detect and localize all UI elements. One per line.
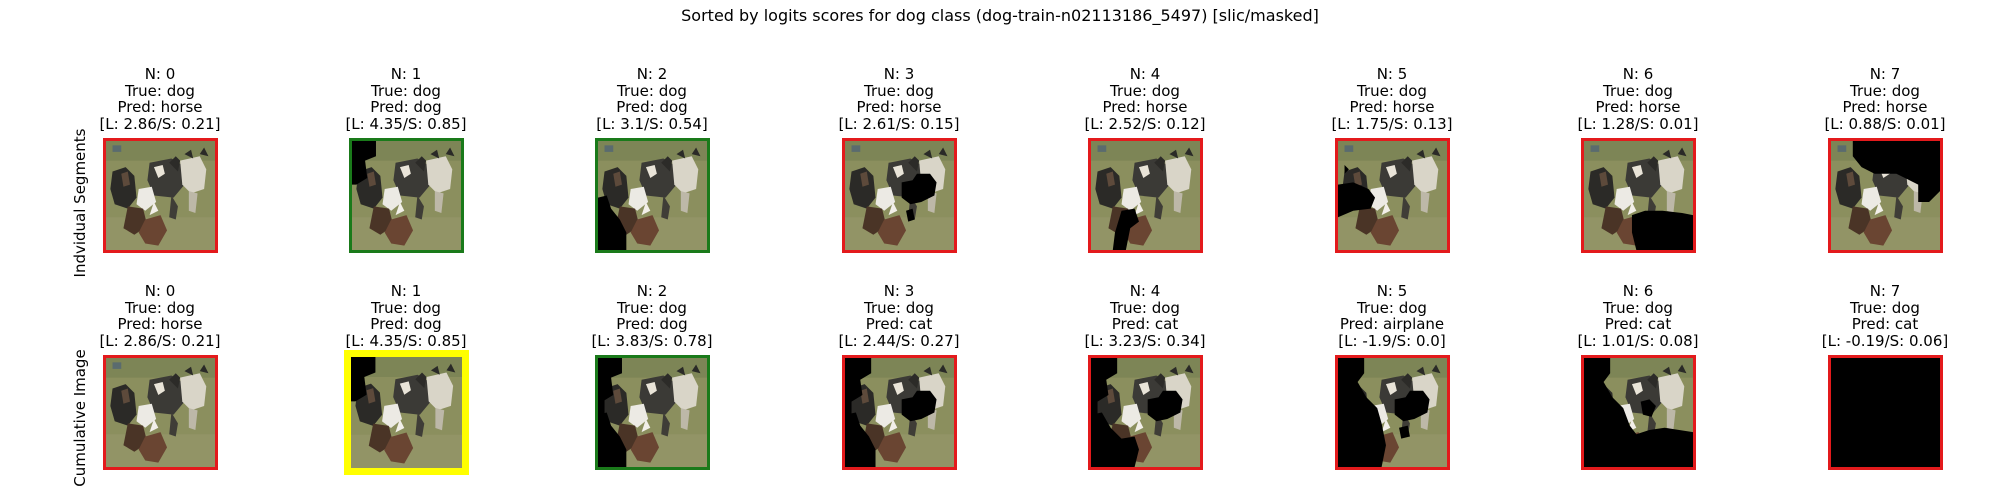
thumbnail-caption: N: 5 True: dog Pred: horse [L: 1.75/S: 0.13…	[1272, 66, 1512, 132]
thumbnail-caption: N: 7 True: dog Pred: cat [L: -0.19/S: 0.06]	[1765, 283, 2000, 349]
predicted-label: Pred: dog	[370, 315, 442, 333]
masked-image-thumbnail	[1827, 138, 1943, 253]
logit-softmax-score: [L: 2.44/S: 0.27]	[838, 331, 960, 350]
masked-image-thumbnail	[594, 355, 710, 470]
true-label: True: dog	[125, 298, 195, 317]
segment-index: N: 7	[1869, 65, 1901, 83]
true-label: True: dog	[1357, 298, 1427, 317]
segment-index: N: 7	[1869, 282, 1901, 300]
thumbnail-caption: N: 2 True: dog Pred: dog [L: 3.83/S: 0.78]	[532, 283, 772, 349]
predicted-label: Pred: dog	[616, 98, 688, 116]
thumbnail-caption: N: 0 True: dog Pred: horse [L: 2.86/S: 0.21…	[40, 66, 280, 132]
logit-softmax-score: [L: 3.1/S: 0.54]	[596, 114, 708, 133]
masked-image-thumbnail	[348, 138, 464, 253]
masked-image-thumbnail	[1087, 355, 1203, 470]
thumbnail-caption: N: 6 True: dog Pred: horse [L: 1.28/S: 0.01…	[1518, 66, 1758, 132]
segment-index: N: 0	[144, 282, 176, 300]
masked-image-thumbnail	[594, 138, 710, 253]
segment-index: N: 5	[1376, 65, 1408, 83]
thumbnail-caption: N: 5 True: dog Pred: airplane [L: -1.9/S: 0…	[1272, 283, 1512, 349]
segment-index: N: 5	[1376, 282, 1408, 300]
segment-index: N: 6	[1622, 282, 1654, 300]
predicted-label: Pred: horse	[1102, 98, 1188, 116]
masked-image-thumbnail	[841, 355, 957, 470]
logit-softmax-score: [L: 2.86/S: 0.21]	[99, 331, 221, 350]
masked-image-thumbnail	[102, 138, 218, 253]
predicted-label: Pred: dog	[616, 315, 688, 333]
logit-softmax-score: [L: -1.9/S: 0.0]	[1338, 331, 1446, 350]
segment-index: N: 6	[1622, 65, 1654, 83]
true-label: True: dog	[371, 298, 441, 317]
predicted-label: Pred: horse	[1595, 98, 1681, 116]
thumbnail-caption: N: 6 True: dog Pred: cat [L: 1.01/S: 0.08]	[1518, 283, 1758, 349]
true-label: True: dog	[617, 298, 687, 317]
predicted-label: Pred: airplane	[1339, 315, 1445, 333]
predicted-label: Pred: cat	[1111, 315, 1179, 333]
true-label: True: dog	[125, 81, 195, 100]
thumbnail-caption: N: 1 True: dog Pred: dog [L: 4.35/S: 0.85]	[286, 66, 526, 132]
logit-softmax-score: [L: 0.88/S: 0.01]	[1824, 114, 1946, 133]
true-label: True: dog	[1110, 298, 1180, 317]
logit-softmax-score: [L: 1.01/S: 0.08]	[1577, 331, 1699, 350]
thumbnail-caption: N: 0 True: dog Pred: horse [L: 2.86/S: 0.21…	[40, 283, 280, 349]
segment-index: N: 4	[1129, 65, 1161, 83]
row-label-cumulative: Cumulative Image	[71, 349, 89, 487]
predicted-label: Pred: dog	[370, 98, 442, 116]
segment-index: N: 3	[883, 282, 915, 300]
predicted-label: Pred: horse	[117, 98, 203, 116]
masked-image-thumbnail	[1580, 138, 1696, 253]
thumbnail-caption: N: 3 True: dog Pred: horse [L: 2.61/S: 0.15…	[779, 66, 1019, 132]
predicted-label: Pred: horse	[117, 315, 203, 333]
predicted-label: Pred: horse	[1842, 98, 1928, 116]
thumbnail-caption: N: 4 True: dog Pred: horse [L: 2.52/S: 0.12…	[1025, 66, 1265, 132]
thumbnail-caption: N: 1 True: dog Pred: dog [L: 4.35/S: 0.85]	[286, 283, 526, 349]
thumbnail-caption: N: 2 True: dog Pred: dog [L: 3.1/S: 0.54]	[532, 66, 772, 132]
predicted-label: Pred: cat	[865, 315, 933, 333]
segment-index: N: 1	[390, 282, 422, 300]
predicted-label: Pred: cat	[1851, 315, 1919, 333]
masked-image-thumbnail	[1334, 355, 1450, 470]
logit-softmax-score: [L: 3.83/S: 0.78]	[591, 331, 713, 350]
masked-image-thumbnail	[1827, 355, 1943, 470]
logit-softmax-score: [L: 1.28/S: 0.01]	[1577, 114, 1699, 133]
true-label: True: dog	[1603, 81, 1673, 100]
segment-index: N: 0	[144, 65, 176, 83]
masked-image-thumbnail	[841, 138, 957, 253]
true-label: True: dog	[1603, 298, 1673, 317]
true-label: True: dog	[864, 298, 934, 317]
true-label: True: dog	[1850, 81, 1920, 100]
thumbnail-caption: N: 3 True: dog Pred: cat [L: 2.44/S: 0.27]	[779, 283, 1019, 349]
true-label: True: dog	[1110, 81, 1180, 100]
segment-index: N: 3	[883, 65, 915, 83]
predicted-label: Pred: horse	[856, 98, 942, 116]
masked-image-thumbnail	[1087, 138, 1203, 253]
logit-softmax-score: [L: 2.86/S: 0.21]	[99, 114, 221, 133]
logit-softmax-score: [L: 2.52/S: 0.12]	[1084, 114, 1206, 133]
masked-image-thumbnail	[1334, 138, 1450, 253]
masked-image-thumbnail	[343, 350, 469, 475]
logit-softmax-score: [L: 1.75/S: 0.13]	[1331, 114, 1453, 133]
masked-image-thumbnail	[102, 355, 218, 470]
true-label: True: dog	[371, 81, 441, 100]
logit-softmax-score: [L: 4.35/S: 0.85]	[345, 331, 467, 350]
logit-softmax-score: [L: 4.35/S: 0.85]	[345, 114, 467, 133]
figure-title: Sorted by logits scores for dog class (d…	[681, 6, 1319, 25]
segment-index: N: 4	[1129, 282, 1161, 300]
true-label: True: dog	[1850, 298, 1920, 317]
predicted-label: Pred: horse	[1349, 98, 1435, 116]
thumbnail-caption: N: 7 True: dog Pred: horse [L: 0.88/S: 0.01…	[1765, 66, 2000, 132]
segment-index: N: 1	[390, 65, 422, 83]
row-label-individual: Indvidual Segments	[71, 128, 89, 278]
true-label: True: dog	[617, 81, 687, 100]
logit-softmax-score: [L: 2.61/S: 0.15]	[838, 114, 960, 133]
true-label: True: dog	[1357, 81, 1427, 100]
thumbnail-caption: N: 4 True: dog Pred: cat [L: 3.23/S: 0.34]	[1025, 283, 1265, 349]
logit-softmax-score: [L: 3.23/S: 0.34]	[1084, 331, 1206, 350]
predicted-label: Pred: cat	[1604, 315, 1672, 333]
segment-index: N: 2	[636, 282, 668, 300]
true-label: True: dog	[864, 81, 934, 100]
logit-softmax-score: [L: -0.19/S: 0.06]	[1821, 331, 1949, 350]
masked-image-thumbnail	[1580, 355, 1696, 470]
segment-index: N: 2	[636, 65, 668, 83]
